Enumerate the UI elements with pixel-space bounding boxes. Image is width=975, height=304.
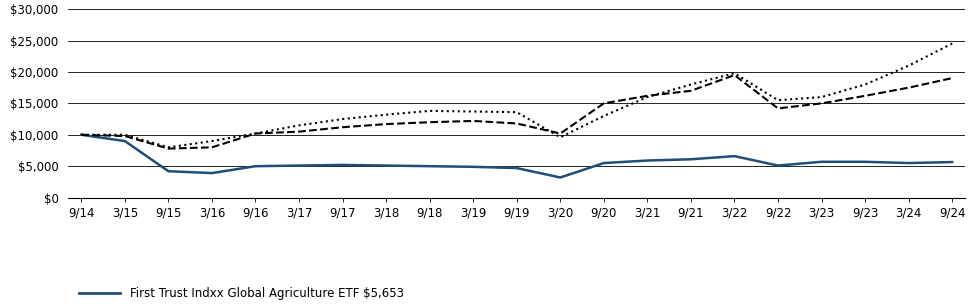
Legend: First Trust Indxx Global Agriculture ETF $5,653, MSCI ACWI Index $24,526, MSCI A: First Trust Indxx Global Agriculture ETF… (74, 283, 409, 304)
